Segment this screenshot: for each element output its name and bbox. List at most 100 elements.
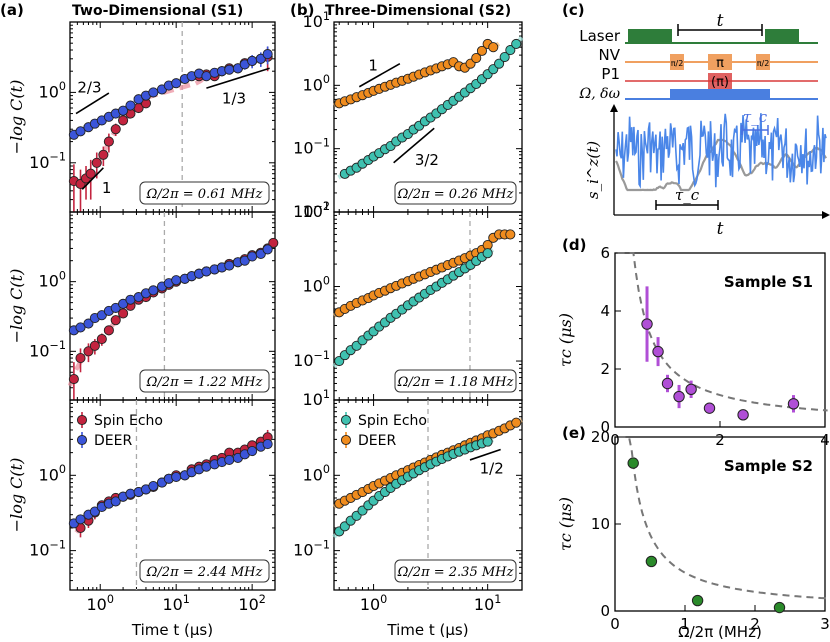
tau-fast-label: τ_c xyxy=(743,108,768,126)
legend-label: DEER xyxy=(358,433,396,449)
frequency-annotation: Ω/2π = 1.18 MHz xyxy=(397,375,514,390)
data-point xyxy=(268,237,279,248)
y-tick-label: 10−1 xyxy=(293,538,330,559)
data-point xyxy=(171,78,182,89)
nv-half-pulse-right-label: π/2 xyxy=(757,59,770,68)
data-point xyxy=(673,390,685,403)
data-point xyxy=(247,251,258,262)
x-tick-label: 3 xyxy=(820,615,830,633)
data-point xyxy=(91,157,102,168)
data-point xyxy=(110,496,121,507)
data-point xyxy=(224,64,235,75)
data-point xyxy=(737,409,749,421)
frequency-box xyxy=(394,559,517,583)
legend-label: Spin Echo xyxy=(94,413,163,429)
legend-label: Spin Echo xyxy=(358,413,427,429)
pulse-sequence-schematic: Laser NV P1 Ω, δω t π/2 π π/2 (π) s_i^z(… xyxy=(579,11,830,239)
y-tick-label: 10−1 xyxy=(29,538,66,559)
slope-label-3-2: 3/2 xyxy=(415,151,439,169)
data-point xyxy=(110,124,121,135)
data-point xyxy=(118,115,129,126)
slope-ref-2-3 xyxy=(75,92,110,115)
panel-e: 0 1 2 3 0 10 20 Sample S2 τc (μs) Ω/2π (MHz) xyxy=(556,428,830,641)
y-tick-label: 100 xyxy=(303,274,330,295)
xlabel-a: Time t (μs) xyxy=(131,621,213,639)
data-point xyxy=(645,555,658,568)
chart-e: 0 1 2 3 0 10 20 Sample S2 τc (μs) xyxy=(556,428,830,633)
y-tick-label: 100 xyxy=(303,73,330,94)
data-point xyxy=(75,353,86,364)
row-label-drive: Ω, δω xyxy=(579,86,621,102)
ylabel-a-2: −log C(t) xyxy=(7,269,26,344)
data-point xyxy=(98,149,109,160)
nv-half-pulse-left-label: π/2 xyxy=(671,59,684,68)
panel-b: 10−2 10−1 100 101 Ω/2π = 0.26 MHz 1 3/2 10−1 100… xyxy=(293,10,524,639)
slope-ref-1 xyxy=(81,167,104,190)
data-point xyxy=(224,260,235,271)
y-tick-label: 20 xyxy=(591,428,610,446)
chart-a-3: 10−1 100 100 101 102 Ω/2π = 2.44 MHz Spin Echo… xyxy=(29,399,276,614)
y-tick-label: 2 xyxy=(600,360,610,378)
frequency-box xyxy=(394,181,517,205)
legend-marker xyxy=(340,434,352,446)
slope-label-2-3: 2/3 xyxy=(77,78,101,96)
trace-ylabel: s_i^z(t) xyxy=(584,141,602,199)
legend-marker xyxy=(340,414,352,426)
data-point xyxy=(505,45,516,56)
y-tick-label: 100 xyxy=(39,463,66,484)
data-point xyxy=(488,42,499,53)
data-point xyxy=(171,275,182,286)
data-point xyxy=(685,383,697,395)
slope-ref-1 xyxy=(358,62,401,88)
frequency-annotation: Ω/2π = 0.61 MHz xyxy=(146,187,263,202)
data-point xyxy=(787,398,800,410)
data-point xyxy=(110,315,121,326)
fit-curve xyxy=(69,53,273,186)
trace-x-arrow xyxy=(822,211,830,219)
y-tick-label: 101 xyxy=(303,10,330,31)
data-point xyxy=(83,318,94,329)
data-point xyxy=(505,229,516,240)
data-point xyxy=(627,457,639,469)
data-point xyxy=(494,58,505,69)
panel-a-title: Two-Dimensional (S1) xyxy=(72,3,243,19)
panel-label-b: (b) xyxy=(290,1,314,19)
x-tick-label: 101 xyxy=(474,593,501,614)
nv-pi-pulse xyxy=(708,54,732,70)
frequency-annotation: Ω/2π = 0.26 MHz xyxy=(397,187,514,202)
y-tick-label: 0 xyxy=(600,602,610,620)
slope-label-1-3: 1/3 xyxy=(222,89,246,107)
panel-a: 10−1 100 Ω/2π = 0.61 MHz 2/3 1/3 1 10−1 100 Ω/2π… xyxy=(7,21,279,639)
data-point xyxy=(641,318,653,330)
frequency-annotation: Ω/2π = 2.35 MHz xyxy=(397,565,514,580)
data-point xyxy=(125,100,136,111)
panel-b-title: Three-Dimensional (S2) xyxy=(325,3,511,19)
data-point xyxy=(262,244,273,255)
panel-label-d: (d) xyxy=(562,236,586,254)
data-point xyxy=(103,325,114,336)
ylabel-a-3: −log C(t) xyxy=(7,458,26,533)
data-point xyxy=(262,439,273,450)
row-label-laser: Laser xyxy=(579,27,621,45)
sample-label: Sample S1 xyxy=(724,273,813,291)
chart-a-2: 10−1 100 Ω/2π = 1.22 MHz xyxy=(29,211,279,401)
p1-pulse xyxy=(708,73,732,89)
data-point xyxy=(118,105,129,116)
data-point xyxy=(255,53,266,64)
data-point xyxy=(652,345,664,358)
frequency-box xyxy=(139,559,270,583)
data-point xyxy=(703,402,716,414)
frequency-annotation: Ω/2π = 2.44 MHz xyxy=(146,565,263,580)
data-point xyxy=(499,51,510,63)
data-point xyxy=(661,377,674,390)
x-tick-label: 100 xyxy=(360,593,387,614)
y-tick-label: 101 xyxy=(303,200,330,221)
legend-marker xyxy=(76,434,88,446)
data-point xyxy=(482,248,493,259)
chart-a-1: 10−1 100 Ω/2π = 0.61 MHz 2/3 1/3 1 xyxy=(29,21,276,213)
y-tick-label: 10−2 xyxy=(293,200,330,221)
x-tick-label: 102 xyxy=(238,593,265,614)
y-tick-label: 4 xyxy=(600,302,610,320)
